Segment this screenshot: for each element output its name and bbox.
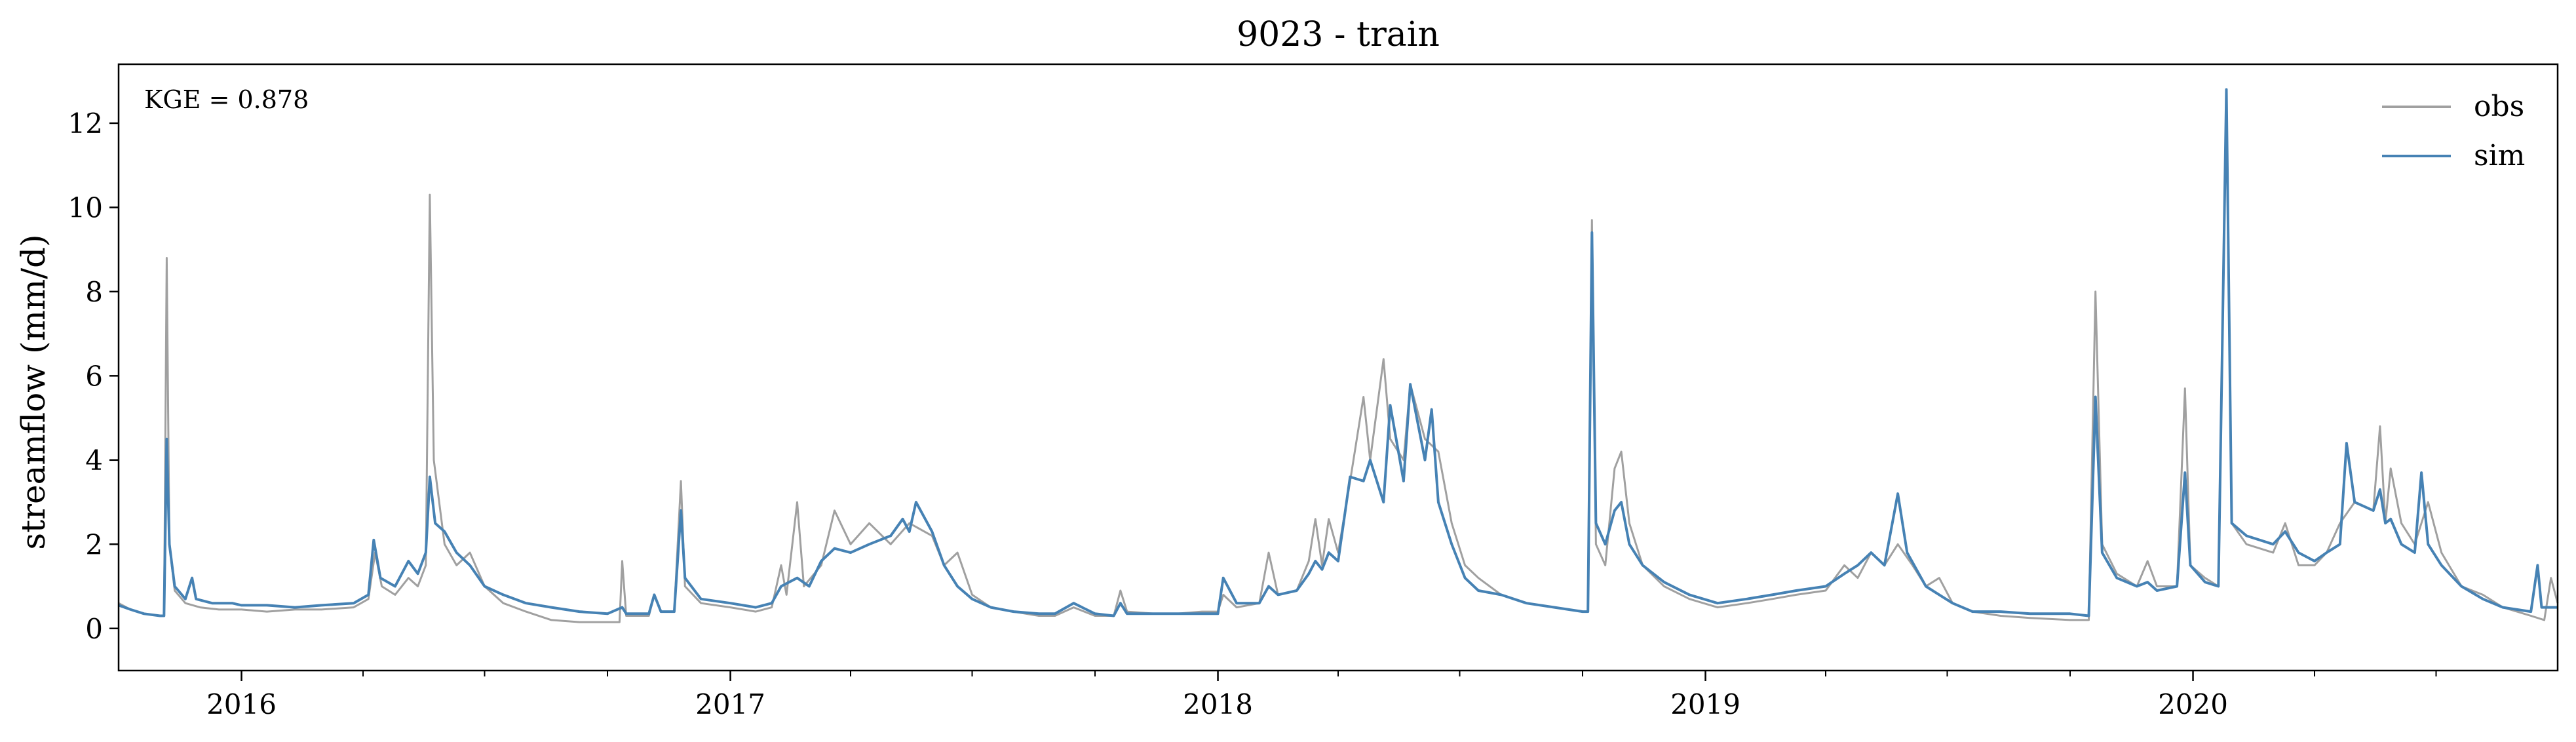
y-tick-label: 10 <box>68 191 103 224</box>
x-tick-label: 2019 <box>1670 688 1740 720</box>
plot-frame <box>119 64 2558 671</box>
y-tick-label: 4 <box>85 444 103 477</box>
x-tick-label: 2016 <box>206 688 277 720</box>
x-tick-label: 2020 <box>2158 688 2228 720</box>
y-tick-label: 0 <box>85 613 103 645</box>
x-tick-label: 2017 <box>695 688 765 720</box>
chart-title: 9023 - train <box>1237 15 1440 54</box>
y-tick-label: 8 <box>85 276 103 308</box>
series-line-sim <box>119 90 2558 616</box>
y-tick-label: 2 <box>85 528 103 560</box>
x-tick-label: 2018 <box>1183 688 1253 720</box>
y-tick-label: 6 <box>85 360 103 392</box>
series-line-obs <box>119 102 2558 622</box>
series-lines <box>119 90 2558 623</box>
axis-ticks: 0 2 4 6 8 10 12 2016 2017 2018 2019 2020 <box>68 107 2436 720</box>
kge-annotation: KGE = 0.878 <box>144 85 309 114</box>
y-tick-label: 12 <box>68 107 103 140</box>
legend-sim-label: sim <box>2474 139 2525 172</box>
legend: obs sim <box>2382 90 2525 172</box>
y-axis-label: streamflow (mm/d) <box>14 234 52 549</box>
legend-obs-label: obs <box>2474 90 2524 123</box>
